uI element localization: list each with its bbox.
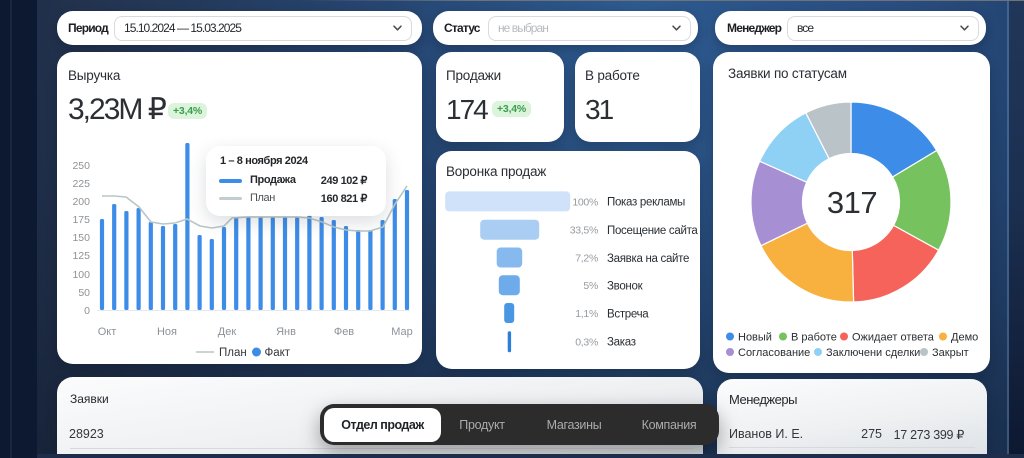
svg-text:50: 50 <box>78 287 90 299</box>
svg-text:Закрыт: Закрыт <box>932 347 969 359</box>
svg-text:Ноя: Ноя <box>157 326 177 338</box>
svg-text:33,5%: 33,5% <box>570 225 598 237</box>
svg-text:План: План <box>219 347 247 359</box>
svg-text:7,2%: 7,2% <box>575 253 598 265</box>
svg-text:250: 250 <box>72 160 90 172</box>
svg-text:Посещение сайта: Посещение сайта <box>607 225 698 237</box>
svg-text:225: 225 <box>72 178 90 190</box>
svg-text:Встреча: Встреча <box>607 308 649 320</box>
svg-text:Фев: Фев <box>334 326 354 338</box>
svg-text:Новый: Новый <box>738 332 772 344</box>
svg-text:150: 150 <box>72 232 90 244</box>
svg-text:317: 317 <box>827 185 877 220</box>
svg-text:100%: 100% <box>572 196 598 208</box>
svg-text:Заключени сделки: Заключени сделки <box>826 347 920 359</box>
svg-text:Мар: Мар <box>391 326 413 338</box>
svg-text:Согласование: Согласование <box>738 347 810 359</box>
svg-text:В работе: В работе <box>791 332 837 344</box>
svg-text:Заказ: Заказ <box>607 337 636 349</box>
svg-text:Демо: Демо <box>951 332 978 344</box>
svg-text:0,3%: 0,3% <box>575 336 598 348</box>
svg-text:Показ рекламы: Показ рекламы <box>607 197 685 209</box>
svg-text:Окт: Окт <box>98 326 117 338</box>
svg-text:5%: 5% <box>583 280 598 292</box>
svg-text:Янв: Янв <box>276 326 296 338</box>
svg-text:Ожидает ответа: Ожидает ответа <box>852 332 935 344</box>
svg-text:Звонок: Звонок <box>607 281 644 293</box>
svg-text:Факт: Факт <box>265 347 291 359</box>
svg-text:100: 100 <box>72 269 90 281</box>
svg-text:175: 175 <box>72 214 90 226</box>
svg-text:Заявка на сайте: Заявка на сайте <box>607 253 689 265</box>
svg-text:Дек: Дек <box>218 326 237 338</box>
svg-text:125: 125 <box>72 250 90 262</box>
svg-text:200: 200 <box>72 196 90 208</box>
svg-text:1,1%: 1,1% <box>575 308 598 320</box>
svg-text:0: 0 <box>84 305 90 317</box>
